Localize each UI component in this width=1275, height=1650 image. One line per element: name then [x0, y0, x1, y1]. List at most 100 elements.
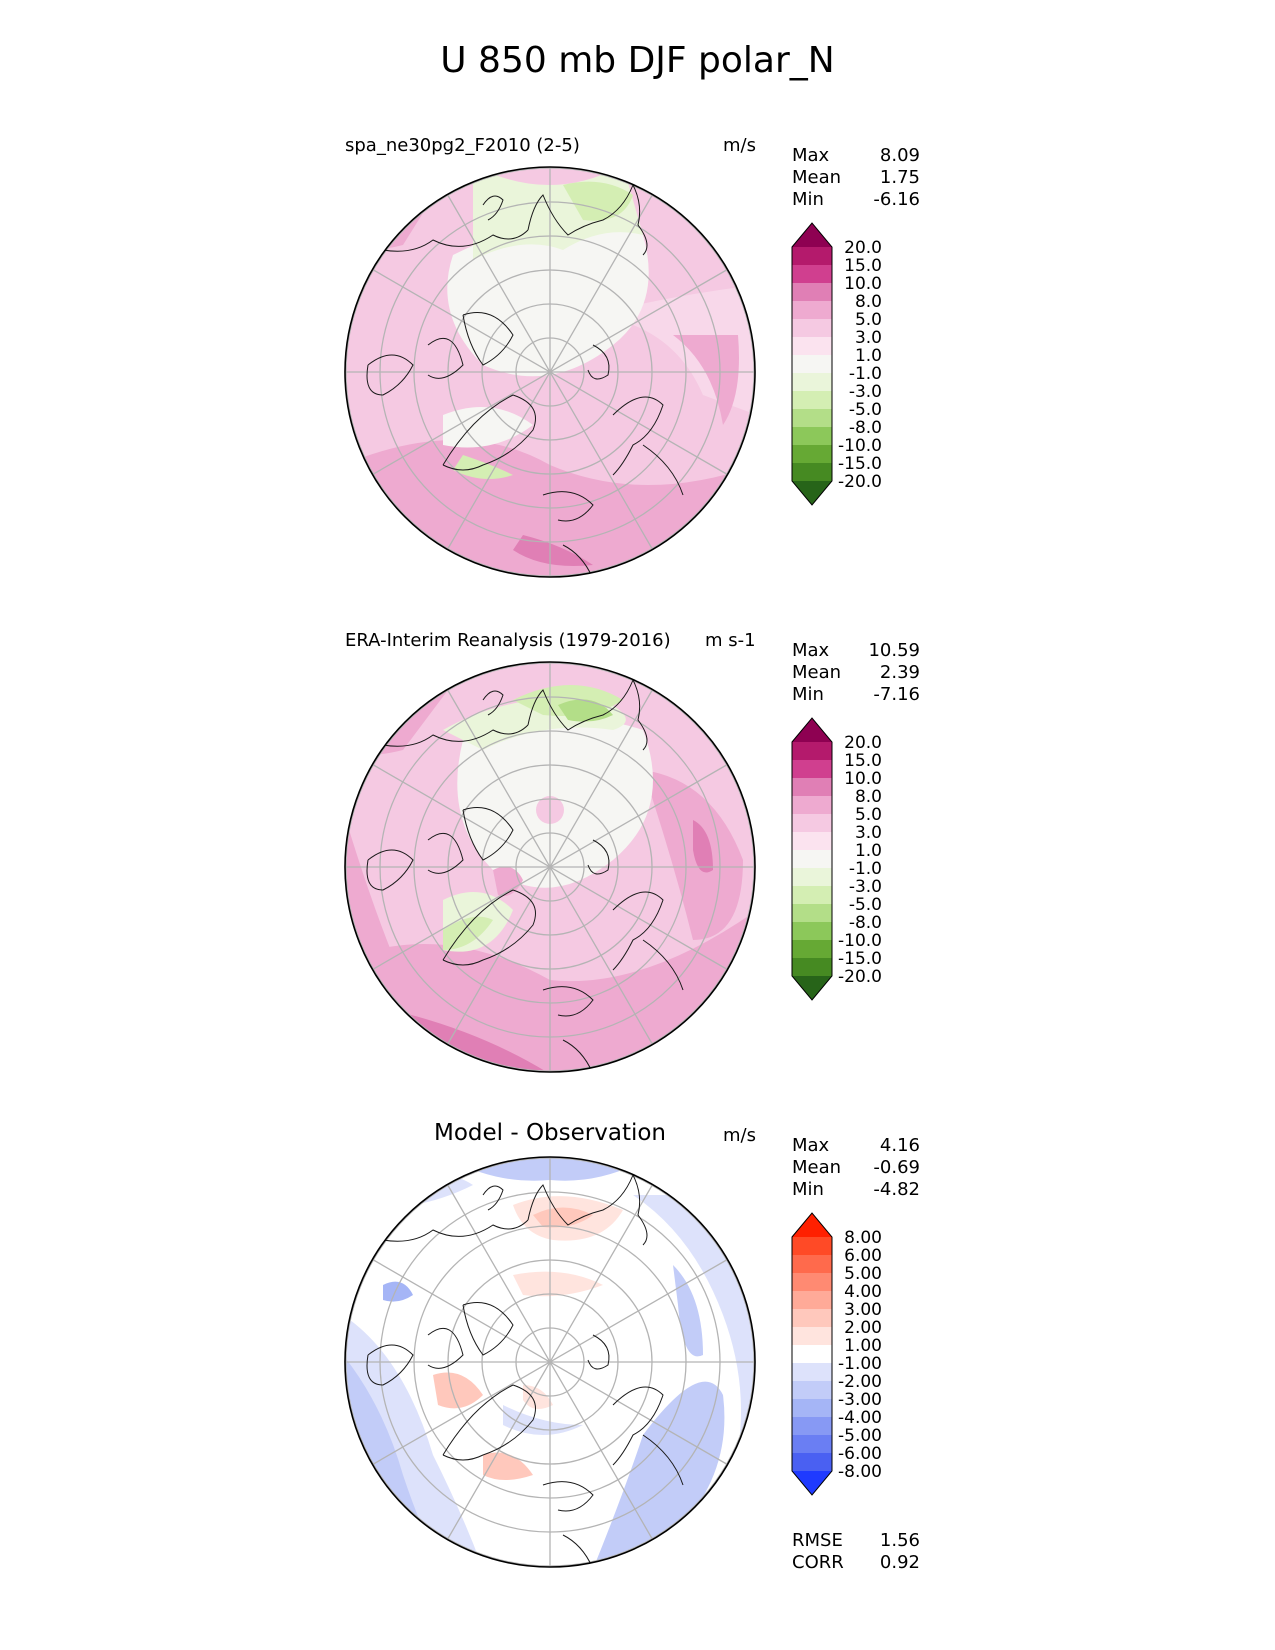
max-label: Max [792, 1135, 830, 1156]
colorbar-segment [792, 742, 832, 760]
colorbar-segment [792, 940, 832, 958]
colorbar-segment [792, 337, 832, 355]
mean-label: Mean [792, 167, 842, 188]
colorbar-segment [792, 409, 832, 427]
colorbar-tick-label: -3.00 [838, 1390, 882, 1410]
colorbar-tick-label: -15.0 [838, 949, 882, 969]
colorbar-extend-max [792, 1213, 832, 1237]
colorbar-segment [792, 1327, 832, 1345]
colorbar-extend-min [792, 481, 832, 505]
panel-2-units: m s-1 [705, 630, 756, 651]
colorbar-segment [792, 832, 832, 850]
colorbar-tick-label: -10.0 [838, 436, 882, 456]
colorbar-tick-label: 8.00 [844, 1228, 882, 1248]
colorbar-tick-label: 20.0 [844, 238, 882, 258]
colorbar-segment [792, 1237, 832, 1255]
rmse-value: 1.56 [879, 1530, 920, 1551]
colorbar-tick-label: -5.0 [849, 400, 882, 420]
min-value: -7.16 [873, 684, 920, 705]
colorbar-segment [792, 265, 832, 283]
colorbar-segment [792, 904, 832, 922]
mean-value: -0.69 [873, 1157, 920, 1178]
panel-2-polar-map [344, 661, 756, 1073]
colorbar-tick-label: -8.00 [838, 1462, 882, 1482]
colorbar-tick-label: 8.0 [855, 787, 882, 807]
colorbar-segment [792, 391, 832, 409]
colorbar-segment [792, 1309, 832, 1327]
colorbar-tick-label: 15.0 [844, 256, 882, 276]
panel-3-title: Model - Observation [433, 1120, 667, 1146]
mean-value: 1.75 [879, 167, 920, 188]
colorbar-segment [792, 958, 832, 976]
min-value: -4.82 [873, 1179, 920, 1200]
max-value: 10.59 [868, 640, 920, 661]
colorbar-tick-label: -20.0 [838, 472, 882, 492]
colorbar-tick-label: -8.0 [849, 418, 882, 438]
colorbar-tick-label: 3.0 [855, 823, 882, 843]
panel-3-stats: Max 4.16 Mean -0.69 Min -4.82 [792, 1135, 920, 1201]
colorbar-tick-label: 10.0 [844, 769, 882, 789]
colorbar-tick-label: -10.0 [838, 931, 882, 951]
max-label: Max [792, 640, 830, 661]
colorbar-tick-label: -2.00 [838, 1372, 882, 1392]
min-label: Min [792, 1179, 824, 1200]
colorbar-outline [791, 717, 833, 1001]
colorbar-segment [792, 1363, 832, 1381]
colorbar-tick-label: -4.00 [838, 1408, 882, 1428]
colorbar-segment [792, 1453, 832, 1471]
panel-2-colorbar: 20.015.010.08.05.03.01.0-1.0-3.0-5.0-8.0… [791, 717, 882, 1001]
colorbar-tick-label: -6.00 [838, 1444, 882, 1464]
colorbar-tick-label: 3.0 [855, 328, 882, 348]
colorbar-tick-label: -1.0 [849, 859, 882, 879]
panel-3-polar-map [344, 1156, 756, 1568]
colorbar-segment [792, 427, 832, 445]
min-label: Min [792, 189, 824, 210]
colorbar-segment [792, 1291, 832, 1309]
colorbar-tick-label: 1.0 [855, 346, 882, 366]
panel-1-colorbar: 20.015.010.08.05.03.01.0-1.0-3.0-5.0-8.0… [791, 222, 882, 506]
colorbar-segment [792, 1417, 832, 1435]
colorbar-tick-label: 20.0 [844, 733, 882, 753]
colorbar-segment [792, 850, 832, 868]
colorbar-tick-label: -5.0 [849, 895, 882, 915]
colorbar-outline [791, 222, 833, 506]
rmse-label: RMSE [792, 1530, 843, 1551]
figure-title: U 850 mb DJF polar_N [440, 40, 835, 81]
colorbar-segment [792, 1345, 832, 1363]
panel-2-title: ERA-Interim Reanalysis (1979-2016) [345, 630, 671, 651]
colorbar-segment [792, 1399, 832, 1417]
colorbar-tick-label: 5.0 [855, 310, 882, 330]
max-value: 4.16 [879, 1135, 920, 1156]
panel-3-colorbar: 8.006.005.004.003.002.001.00-1.00-2.00-3… [791, 1212, 882, 1496]
colorbar-segment [792, 463, 832, 481]
colorbar-segment [792, 796, 832, 814]
colorbar-segment [792, 868, 832, 886]
mean-value: 2.39 [879, 662, 920, 683]
colorbar-tick-label: -3.0 [849, 877, 882, 897]
colorbar-tick-label: 5.0 [855, 805, 882, 825]
colorbar-tick-label: 8.0 [855, 292, 882, 312]
colorbar-segment [792, 886, 832, 904]
colorbar-tick-label: -8.0 [849, 913, 882, 933]
panel-3-metrics: RMSE 1.56 CORR 0.92 [792, 1530, 920, 1574]
colorbar-tick-label: -1.0 [849, 364, 882, 384]
colorbar-tick-label: 1.00 [844, 1336, 882, 1356]
colorbar-segment [792, 373, 832, 391]
colorbar-extend-min [792, 976, 832, 1000]
colorbar-extend-max [792, 718, 832, 742]
mean-label: Mean [792, 662, 842, 683]
colorbar-tick-label: 10.0 [844, 274, 882, 294]
corr-value: 0.92 [879, 1552, 920, 1573]
colorbar-segment [792, 283, 832, 301]
colorbar-segment [792, 778, 832, 796]
panel-1-title: spa_ne30pg2_F2010 (2-5) [345, 135, 580, 156]
colorbar-segment [792, 445, 832, 463]
min-value: -6.16 [873, 189, 920, 210]
colorbar-tick-label: -3.0 [849, 382, 882, 402]
panel-1-polar-map [344, 166, 756, 578]
colorbar-tick-label: -15.0 [838, 454, 882, 474]
colorbar-segment [792, 247, 832, 265]
colorbar-tick-label: -20.0 [838, 967, 882, 987]
colorbar-tick-label: 6.00 [844, 1246, 882, 1266]
colorbar-segment [792, 814, 832, 832]
